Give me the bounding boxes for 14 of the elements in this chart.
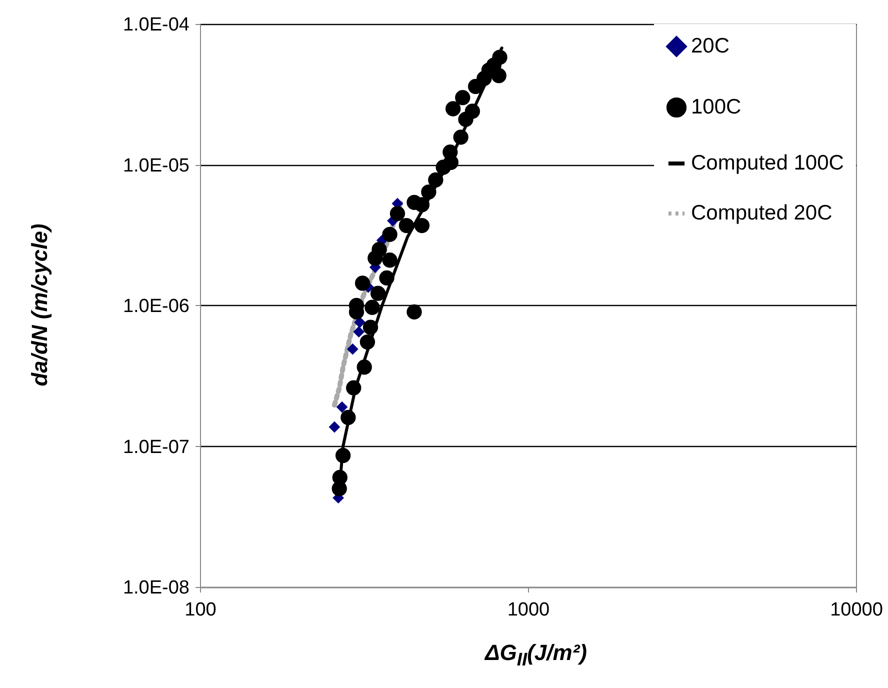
y-tick-label: 1.0E-08: [122, 578, 190, 598]
legend-label: Computed 20C: [691, 202, 832, 224]
y-tick-label: 1.0E-07: [122, 436, 190, 458]
x-tick-label: 1000: [507, 600, 550, 620]
x-tick-label: 100: [184, 600, 216, 620]
x-axis-title: ΔG$_{II}$(J/m²): [483, 640, 588, 670]
legend-label: 20C: [691, 34, 730, 58]
y-tick-label: 1.0E-04: [122, 14, 190, 36]
legend-label: 100C: [691, 96, 742, 118]
y-tick-label: 1.0E-06: [122, 296, 190, 317]
legend-label: Computed 100C: [691, 152, 844, 174]
y-axis-title: da/dN (m/cycle): [27, 224, 53, 386]
y-tick-label: 1.0E-05: [122, 155, 190, 176]
x-tick-label: 10000: [830, 600, 883, 620]
